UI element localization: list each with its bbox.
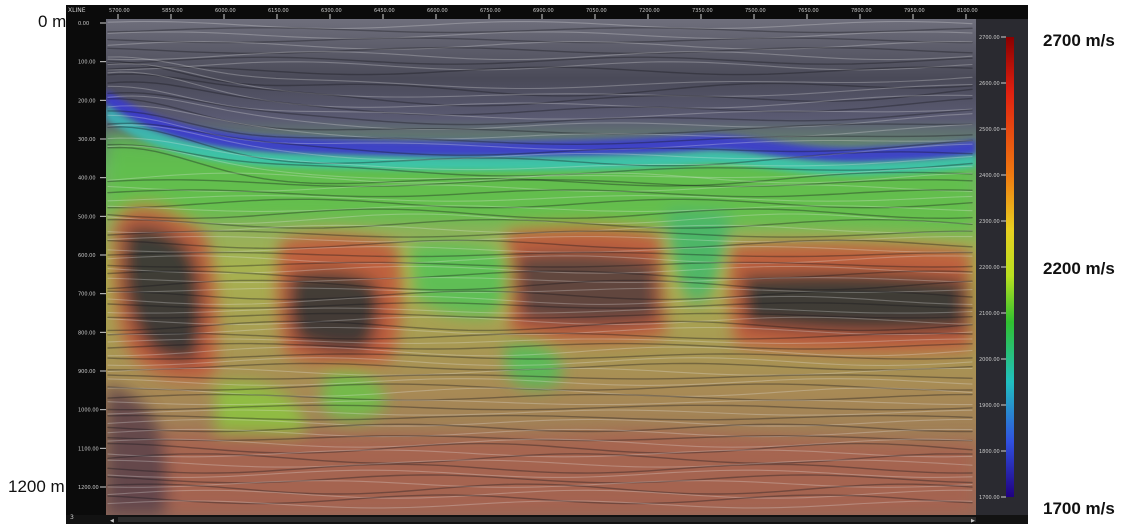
colorbar-gradient	[1006, 37, 1014, 497]
inline-tick-label: 7200.00	[639, 8, 660, 14]
colorbar-tick-label: 1900.00	[979, 403, 1000, 409]
inline-tick-label: 7650.00	[798, 8, 819, 14]
depth-tick-label: 600.00	[78, 253, 96, 259]
colorbar-tick-label: 2700.00	[979, 35, 1000, 41]
colorbar-tick-label: 2400.00	[979, 173, 1000, 179]
depth-tick-label: 0.00	[78, 21, 89, 27]
inline-tick-label: 5700.00	[109, 8, 130, 14]
seismic-section-panel: 5700.00 5850.00 6000.00 6150.00 6300.00 6450.…	[66, 5, 1028, 524]
scroll-left-arrow[interactable]: ◀	[110, 518, 114, 524]
depth-tick-label: 100.00	[78, 60, 96, 66]
velocity-label-min: 1700 m/s	[1043, 499, 1115, 518]
depth-tick-label: 1200.00	[78, 485, 99, 491]
colorbar-tick-label: 2000.00	[979, 357, 1000, 363]
colorbar-tick-label: 2600.00	[979, 81, 1000, 87]
depth-tick-label: 700.00	[78, 292, 96, 298]
scroll-right-arrow[interactable]: ▶	[971, 518, 975, 524]
xline-label: XLINE	[68, 7, 86, 14]
depth-tick-label: 200.00	[78, 98, 96, 104]
colorbar-tick-label: 1800.00	[979, 449, 1000, 455]
bottom-number: 3	[70, 514, 74, 521]
depth-tick-label: 900.00	[78, 369, 96, 375]
inline-tick-label: 8100.00	[957, 8, 978, 14]
inline-tick-label: 7800.00	[851, 8, 872, 14]
inline-tick-label: 6750.00	[480, 8, 501, 14]
colorbar-tick-label: 1700.00	[979, 495, 1000, 501]
depth-label-bottom: 1200 m	[8, 477, 65, 496]
depth-label-top: 0 m	[38, 12, 67, 31]
horizontal-scrollbar[interactable]	[118, 517, 976, 522]
colorbar-tick-label: 2200.00	[979, 265, 1000, 271]
inline-tick-label: 5850.00	[162, 8, 183, 14]
inline-tick-label: 6150.00	[268, 8, 289, 14]
velocity-label-mid: 2200 m/s	[1043, 259, 1115, 278]
inline-tick-label: 6450.00	[374, 8, 395, 14]
seismic-image: 5700.00 5850.00 6000.00 6150.00 6300.00 6450.…	[66, 5, 1028, 524]
depth-tick-label: 800.00	[78, 330, 96, 336]
depth-tick-label: 300.00	[78, 137, 96, 143]
depth-tick-label: 500.00	[78, 214, 96, 220]
inline-tick-label: 7350.00	[692, 8, 713, 14]
blue-velocity-band	[106, 90, 976, 164]
inline-tick-label: 7950.00	[904, 8, 925, 14]
colorbar-tick-label: 2300.00	[979, 219, 1000, 225]
velocity-label-max: 2700 m/s	[1043, 31, 1115, 50]
inline-tick-label: 6000.00	[215, 8, 236, 14]
velocity-colorbar: 2700.00 2600.00 2500.00 2400.00 2300.00 2200.…	[976, 19, 1028, 515]
depth-tick-label: 1100.00	[78, 446, 99, 452]
colorbar-tick-label: 2500.00	[979, 127, 1000, 133]
depth-tick-label: 1000.00	[78, 408, 99, 414]
inline-tick-label: 6600.00	[427, 8, 448, 14]
inline-tick-label: 7500.00	[745, 8, 766, 14]
inline-tick-label: 6900.00	[533, 8, 554, 14]
inline-tick-label: 7050.00	[586, 8, 607, 14]
colorbar-tick-label: 2100.00	[979, 311, 1000, 317]
depth-tick-label: 400.00	[78, 176, 96, 182]
inline-tick-label: 6300.00	[321, 8, 342, 14]
